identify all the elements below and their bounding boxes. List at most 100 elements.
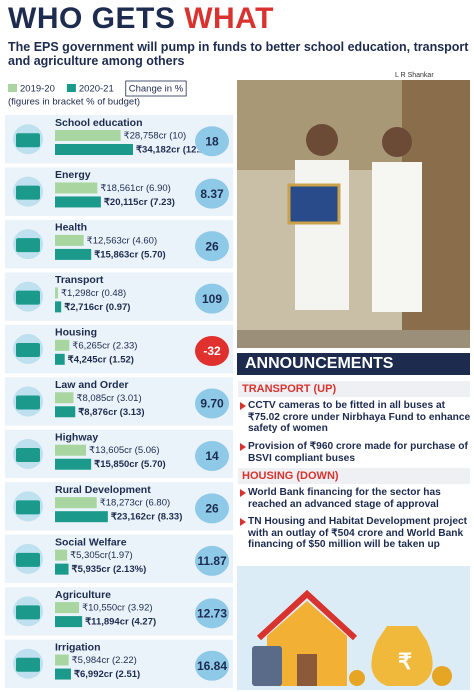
change-label: 9.70 xyxy=(200,397,224,411)
legend-label: 2019-20 xyxy=(20,84,55,95)
value-label: ₹28,758cr (10) xyxy=(124,131,187,142)
bar xyxy=(55,563,69,575)
bar xyxy=(55,458,92,470)
change-label: 14 xyxy=(205,449,219,463)
change-badge xyxy=(195,336,229,367)
value-label: ₹8,085cr (3.01) xyxy=(76,393,141,404)
value-label: ₹6,992cr (2.51) xyxy=(74,669,140,680)
icon-shape xyxy=(16,552,40,567)
bar xyxy=(55,353,65,365)
row-icon xyxy=(13,176,43,207)
row-icon xyxy=(13,438,43,469)
value-label: ₹20,115cr (7.23) xyxy=(104,197,175,208)
title-highlight: WHAT xyxy=(184,2,274,35)
category-label: School education xyxy=(55,117,143,129)
value-label: ₹6,265cr (2.33) xyxy=(72,340,137,351)
bar xyxy=(55,301,62,313)
value-label: ₹5,984cr (2.22) xyxy=(72,655,137,666)
row-icon xyxy=(13,648,43,679)
chart: 2019-20 2020-21 Change in % (figures in bra… xyxy=(5,80,233,688)
category-label: Health xyxy=(55,222,87,234)
value-label: ₹1,298cr (0.48) xyxy=(61,288,126,299)
category-label: Transport xyxy=(55,274,104,286)
bar xyxy=(55,130,121,141)
legend-box xyxy=(125,80,187,97)
title: WHO GETS WHAT xyxy=(8,2,274,36)
change-badge xyxy=(195,650,229,681)
change-badge xyxy=(195,178,229,209)
legend-swatch xyxy=(66,84,76,92)
icon-shape xyxy=(16,447,40,462)
icon-shape xyxy=(16,343,40,358)
change-label: 11.87 xyxy=(197,554,227,568)
value-label: ₹18,561cr (6.90) xyxy=(100,183,170,194)
value-label: ₹8,876cr (3.13) xyxy=(78,407,144,418)
row-icon xyxy=(13,386,43,417)
value-label: ₹13,605cr (5.06) xyxy=(89,445,159,456)
icon-shape xyxy=(16,500,40,515)
change-label: 26 xyxy=(205,502,219,516)
value-label: ₹12,563cr (4.60) xyxy=(87,235,157,246)
row-icon xyxy=(13,229,43,260)
announcement: Provision of ₹960 crore made for purchas… xyxy=(240,441,472,464)
bar xyxy=(55,654,69,666)
legend-swatch xyxy=(8,84,17,92)
section-heading: HOUSING (DOWN) xyxy=(238,468,470,484)
change-label: 18 xyxy=(205,134,219,148)
section-heading: TRANSPORT (UP) xyxy=(238,381,470,397)
change-badge xyxy=(195,126,229,157)
bar xyxy=(55,339,70,351)
announcement: CCTV cameras to be fitted in all buses a… xyxy=(240,400,472,435)
title-text: WHO GETS xyxy=(8,2,176,35)
row-icon xyxy=(13,543,43,574)
bar xyxy=(55,497,97,509)
value-label: ₹18,273cr (6.80) xyxy=(100,498,170,509)
icon-shape xyxy=(16,238,40,253)
row-icon xyxy=(13,491,43,522)
change-badge xyxy=(195,545,229,576)
value-label: ₹4,245cr (1.52) xyxy=(68,354,134,365)
change-label: 12.73 xyxy=(197,606,227,620)
value-label: ₹10,550cr (3.92) xyxy=(82,603,152,614)
change-badge xyxy=(195,493,229,524)
subtitle: The EPS government will pump in funds to… xyxy=(8,40,469,68)
legend-label: Change in % xyxy=(129,84,184,95)
announcement: TN Housing and Habitat Development proje… xyxy=(240,516,472,551)
value-label: ₹15,850cr (5.70) xyxy=(94,459,166,470)
icon-shape xyxy=(16,657,40,672)
row-icon xyxy=(13,596,43,627)
value-label: ₹5,935cr (2.13%) xyxy=(72,564,147,575)
svg-text:₹: ₹ xyxy=(398,649,412,674)
announcement: World Bank financing for the sector has … xyxy=(240,487,472,510)
bar xyxy=(55,392,74,404)
category-label: Social Welfare xyxy=(55,536,127,548)
icon-shape xyxy=(16,133,40,148)
change-label: 109 xyxy=(202,292,222,306)
row-icon xyxy=(13,281,43,312)
category-label: Agriculture xyxy=(55,589,111,601)
bar xyxy=(55,668,71,680)
category-label: Law and Order xyxy=(55,379,129,391)
change-label: 8.37 xyxy=(200,187,224,201)
change-label: -32 xyxy=(203,344,221,358)
icon-shape xyxy=(16,605,40,620)
bar xyxy=(55,511,108,523)
bar xyxy=(55,549,68,561)
change-label: 16.84 xyxy=(197,659,227,673)
announcements-title: ANNOUNCEMENTS xyxy=(237,353,470,375)
legend-note: (figures in bracket % of budget) xyxy=(8,97,140,108)
category-label: Highway xyxy=(55,432,98,444)
value-label: ₹5,305cr(1.97) xyxy=(70,550,133,561)
legend-label: 2020-21 xyxy=(79,84,114,95)
change-badge xyxy=(195,231,229,262)
row-icon xyxy=(13,124,43,155)
value-label: ₹23,162cr (8.33) xyxy=(111,512,183,523)
bar xyxy=(55,616,83,628)
bar xyxy=(55,196,101,208)
illustration: ₹ xyxy=(237,566,470,690)
value-label: ₹34,182cr (12.2) xyxy=(136,145,208,156)
value-label: ₹2,716cr (0.97) xyxy=(64,302,130,313)
row-icon xyxy=(13,334,43,365)
bar xyxy=(55,182,98,194)
